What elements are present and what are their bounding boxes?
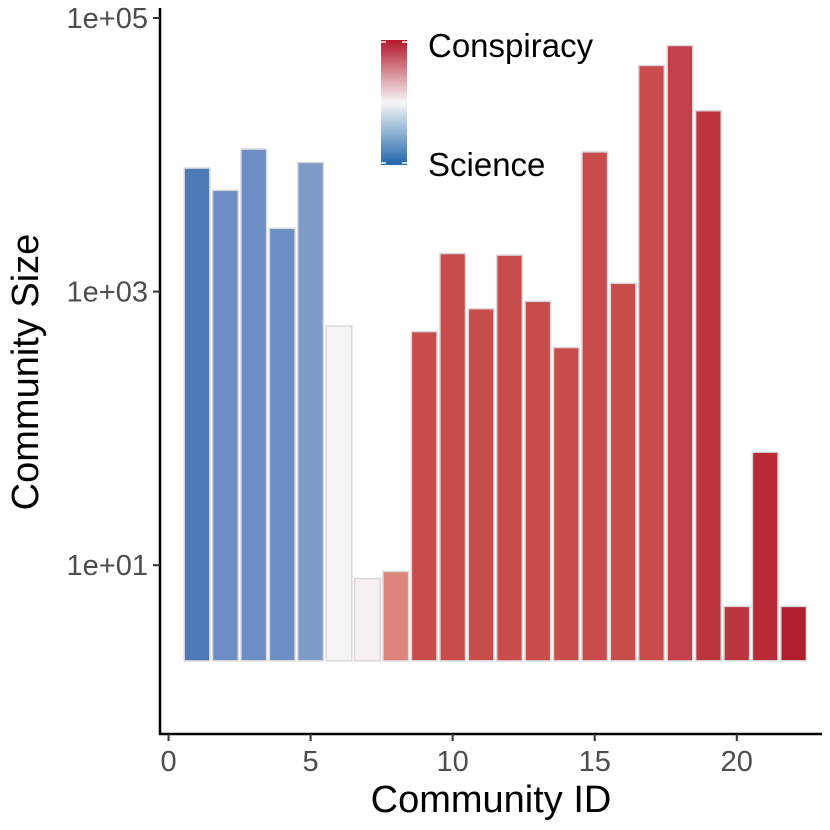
x-tick-label: 10: [437, 746, 469, 778]
bar: [325, 325, 353, 662]
x-tick-label: 0: [160, 746, 176, 778]
bar: [524, 300, 552, 662]
bar: [751, 451, 779, 662]
bar: [723, 605, 751, 662]
x-ticks: 0 5 10 15 20: [160, 734, 753, 778]
legend-color-bar: [381, 40, 407, 165]
bar: [211, 189, 239, 662]
legend: Conspiracy Science: [381, 27, 594, 183]
bar: [240, 148, 268, 662]
bar: [297, 161, 325, 662]
legend-label-conspiracy: Conspiracy: [428, 27, 594, 64]
y-axis-title: Community Size: [5, 234, 47, 511]
bar: [467, 307, 495, 662]
x-axis-title: Community ID: [371, 779, 612, 821]
y-tick-label: 1e+05: [67, 3, 148, 35]
bar: [552, 346, 580, 662]
bar: [268, 227, 296, 662]
legend-label-science: Science: [428, 146, 545, 183]
bar: [353, 577, 381, 662]
y-tick-label: 1e+03: [67, 277, 148, 309]
bar: [637, 64, 666, 662]
bar: [694, 109, 722, 662]
bar: [581, 151, 609, 662]
bar: [183, 167, 211, 662]
x-tick-label: 20: [721, 746, 753, 778]
x-tick-label: 5: [303, 746, 319, 778]
y-ticks: 1e+01 1e+03 1e+05: [67, 3, 160, 582]
bar: [382, 570, 410, 662]
bar: [410, 330, 438, 662]
bar: [780, 605, 808, 662]
y-tick-label: 1e+01: [67, 550, 148, 582]
x-tick-label: 15: [579, 746, 611, 778]
bar: [495, 254, 524, 662]
bar: [439, 252, 467, 662]
bars-layer: [183, 44, 808, 662]
bar: [666, 44, 694, 662]
bar: [609, 282, 637, 662]
